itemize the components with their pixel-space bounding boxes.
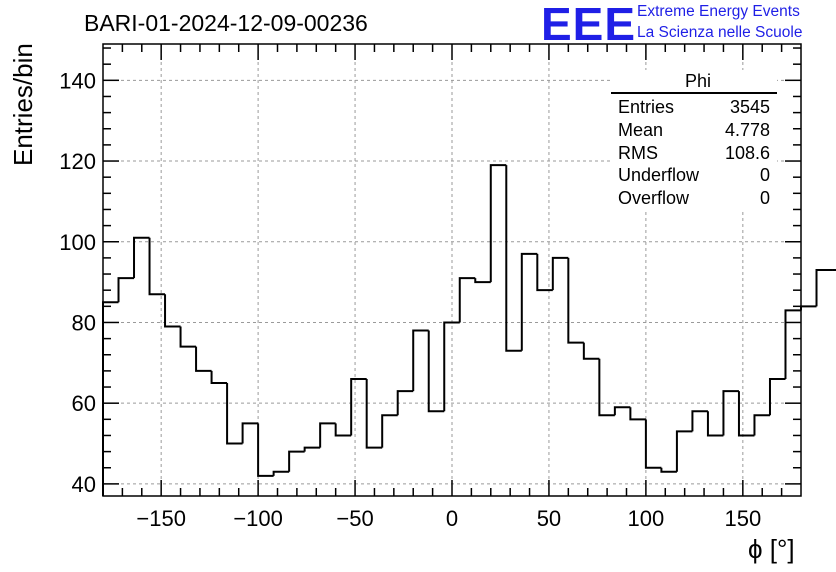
histogram-bin bbox=[691, 410, 708, 432]
histogram-bin bbox=[706, 411, 724, 437]
histogram-bin bbox=[303, 446, 321, 452]
histogram-bin bbox=[458, 277, 476, 323]
x-tick-label: 0 bbox=[446, 506, 458, 531]
stats-value: 0 bbox=[759, 188, 770, 209]
y-axis-label: Entries/bin bbox=[8, 43, 38, 166]
histogram-bin bbox=[489, 164, 507, 283]
stats-row-entries: Entries 3545 bbox=[611, 96, 777, 119]
stats-key: Overflow bbox=[618, 188, 690, 209]
histogram-bin bbox=[427, 330, 445, 413]
histogram-bin bbox=[226, 383, 243, 445]
histogram-bin bbox=[629, 407, 646, 421]
x-axis-label: ϕ [°] bbox=[748, 534, 795, 564]
histogram-bin bbox=[582, 342, 600, 360]
histogram-bin bbox=[257, 423, 274, 477]
histogram-bin bbox=[737, 391, 755, 437]
stats-title: Phi bbox=[611, 70, 777, 94]
x-tick-label: 150 bbox=[724, 506, 761, 531]
histogram-bin bbox=[815, 269, 833, 307]
stats-key: RMS bbox=[618, 142, 658, 163]
histogram-bin bbox=[412, 329, 429, 392]
histogram-bin bbox=[164, 294, 181, 328]
x-tick-label: 50 bbox=[537, 506, 561, 531]
stats-key: Underflow bbox=[618, 165, 700, 186]
histogram-bin bbox=[722, 390, 739, 436]
stats-key: Entries bbox=[618, 97, 675, 117]
histogram-bin bbox=[288, 450, 305, 472]
y-tick-label: 100 bbox=[59, 230, 96, 255]
histogram-bin bbox=[644, 419, 662, 469]
histogram-bin bbox=[179, 326, 197, 348]
x-tick-label: 100 bbox=[628, 506, 665, 531]
histogram-bin bbox=[613, 406, 631, 416]
histogram-bin bbox=[117, 277, 135, 303]
histogram-bin bbox=[272, 470, 290, 476]
histogram-bin bbox=[102, 301, 119, 496]
histogram-bin bbox=[520, 252, 538, 351]
axis-ticks bbox=[103, 44, 801, 496]
histogram-bin bbox=[784, 309, 801, 379]
histogram-bin bbox=[148, 237, 166, 296]
stats-key: Mean bbox=[618, 119, 664, 140]
x-tick-label: −150 bbox=[136, 506, 186, 531]
histogram-bin bbox=[505, 165, 522, 352]
histogram-bin bbox=[551, 256, 569, 291]
histogram-bin bbox=[133, 236, 150, 279]
histogram-bin bbox=[443, 321, 460, 412]
histogram-bin bbox=[567, 257, 584, 344]
stats-value: 108.6 bbox=[724, 142, 770, 163]
x-tick-label: −100 bbox=[233, 506, 283, 531]
histogram-bin bbox=[319, 422, 336, 448]
histogram-bin bbox=[381, 414, 398, 448]
y-tick-label: 120 bbox=[59, 149, 96, 174]
histogram-bin bbox=[768, 377, 786, 416]
histogram-bin bbox=[241, 422, 259, 444]
histogram-bin bbox=[195, 346, 212, 372]
histogram-bin bbox=[800, 305, 817, 311]
histogram-bin bbox=[660, 467, 677, 473]
histogram-bin bbox=[753, 414, 770, 436]
histogram-bin bbox=[474, 278, 491, 284]
stats-value: 0 bbox=[759, 165, 770, 186]
histogram-bin bbox=[598, 358, 615, 417]
y-tick-label: 40 bbox=[72, 472, 96, 497]
logo-mark: EEE bbox=[541, 0, 637, 50]
logo-line-1: Extreme Energy Events bbox=[637, 3, 800, 20]
logo-line-2: La Scienza nelle Scuole bbox=[637, 24, 803, 41]
stats-row-rms: RMS 108.6 bbox=[611, 142, 777, 165]
stats-row-mean: Mean 4.778 bbox=[611, 119, 777, 142]
tick-labels: −150 −100 −50 0 50 100 150 40 60 80 100 120 140 bbox=[59, 68, 761, 531]
stats-row-overflow: Overflow 0 bbox=[611, 187, 777, 210]
y-tick-label: 60 bbox=[72, 391, 96, 416]
histogram-bin bbox=[210, 370, 228, 384]
chart-title: BARI-01-2024-12-09-00236 bbox=[84, 10, 368, 36]
histogram-bin bbox=[334, 423, 352, 437]
histogram-bin bbox=[365, 378, 383, 449]
stats-value: 4.778 bbox=[724, 119, 770, 140]
stats-value: 3545 bbox=[729, 97, 770, 117]
histogram-bin bbox=[675, 430, 693, 472]
histogram-bin bbox=[396, 390, 414, 416]
y-tick-label: 140 bbox=[59, 68, 96, 93]
stats-box: Phi Entries 3545 Mean 4.778 RMS 108.6 Un… bbox=[611, 70, 777, 210]
y-tick-label: 80 bbox=[72, 310, 96, 335]
histogram-bins bbox=[102, 164, 836, 496]
x-tick-label: −50 bbox=[336, 506, 373, 531]
stats-row-underflow: Underflow 0 bbox=[611, 164, 777, 187]
histogram-bin bbox=[536, 253, 553, 292]
histogram-bin bbox=[350, 377, 367, 436]
